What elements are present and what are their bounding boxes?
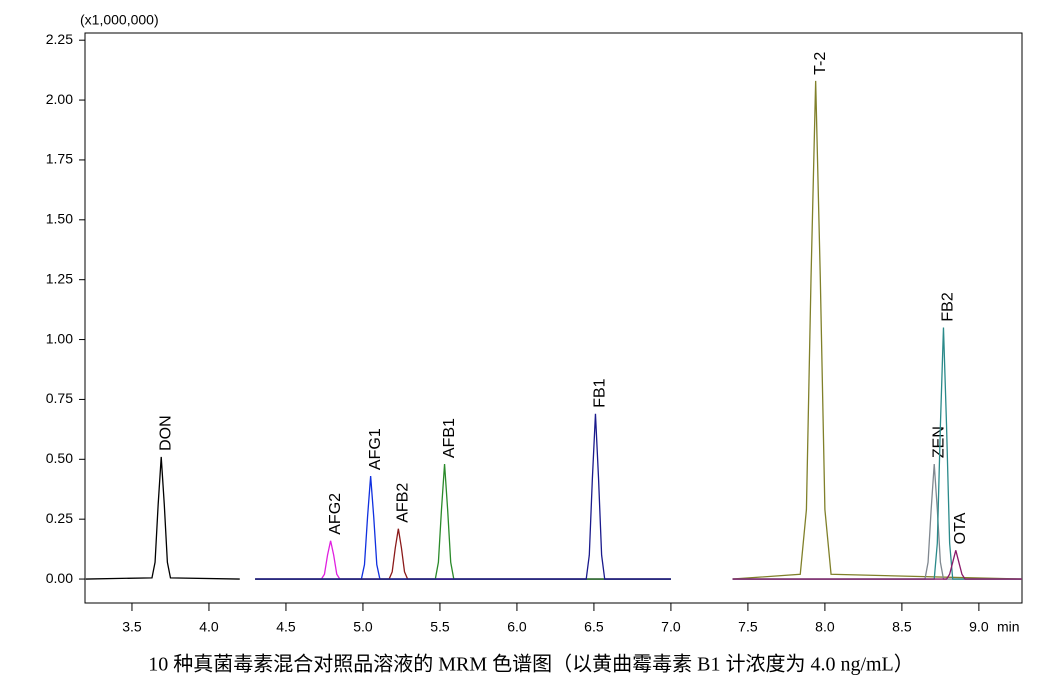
chromatogram-trace <box>255 540 671 580</box>
peak-label: AFG1 <box>367 428 384 470</box>
x-tick-label: 9.0 <box>969 619 989 635</box>
y-tick-label: 1.75 <box>46 151 73 167</box>
y-tick-label: 0.75 <box>46 390 73 406</box>
chromatogram-trace <box>255 528 671 580</box>
y-tick-label: 0.00 <box>46 570 73 586</box>
peak-label: ZEN <box>930 426 947 458</box>
chromatogram-trace <box>255 476 671 580</box>
x-tick-label: 4.5 <box>276 619 296 635</box>
y-tick-label: 1.25 <box>46 270 73 286</box>
peak-label: T-2 <box>812 52 829 75</box>
y-tick-label: 0.25 <box>46 510 73 526</box>
x-tick-label: 8.5 <box>892 619 912 635</box>
x-tick-label: 3.5 <box>122 619 142 635</box>
x-axis-label: min <box>997 619 1020 635</box>
x-tick-label: 8.0 <box>815 619 835 635</box>
y-tick-label: 1.50 <box>46 211 73 227</box>
peak-label: AFB1 <box>441 418 458 458</box>
peak-label: DON <box>157 415 174 451</box>
x-tick-label: 7.0 <box>661 619 681 635</box>
y-tick-label: 1.00 <box>46 330 73 346</box>
y-unit: (x1,000,000) <box>80 12 159 28</box>
peak-label: FB1 <box>592 378 609 407</box>
x-tick-label: 5.5 <box>430 619 450 635</box>
x-tick-label: 7.5 <box>738 619 758 635</box>
caption: 10 种真菌毒素混合对照品溶液的 MRM 色谱图（以黄曲霉毒素 B1 计浓度为 … <box>148 653 914 676</box>
peak-label: AFB2 <box>395 483 412 523</box>
y-tick-label: 2.25 <box>46 31 73 47</box>
y-tick-label: 0.50 <box>46 450 73 466</box>
x-tick-label: 6.0 <box>507 619 527 635</box>
plot-frame <box>84 32 1023 604</box>
peak-label: FB2 <box>940 292 957 321</box>
chromatogram-trace <box>732 80 1023 580</box>
peak-label: OTA <box>952 512 969 544</box>
chromatogram-trace <box>732 550 1022 580</box>
y-tick-label: 2.00 <box>46 91 73 107</box>
x-tick-label: 6.5 <box>584 619 604 635</box>
chromatogram-trace <box>85 456 240 580</box>
chromatogram-trace <box>732 327 1022 580</box>
x-tick-label: 4.0 <box>199 619 219 635</box>
chromatogram-trace <box>255 413 671 580</box>
chromatogram-trace <box>732 464 1022 580</box>
peak-label: AFG2 <box>327 493 344 535</box>
x-tick-label: 5.0 <box>353 619 373 635</box>
chromatogram-trace <box>255 464 671 580</box>
